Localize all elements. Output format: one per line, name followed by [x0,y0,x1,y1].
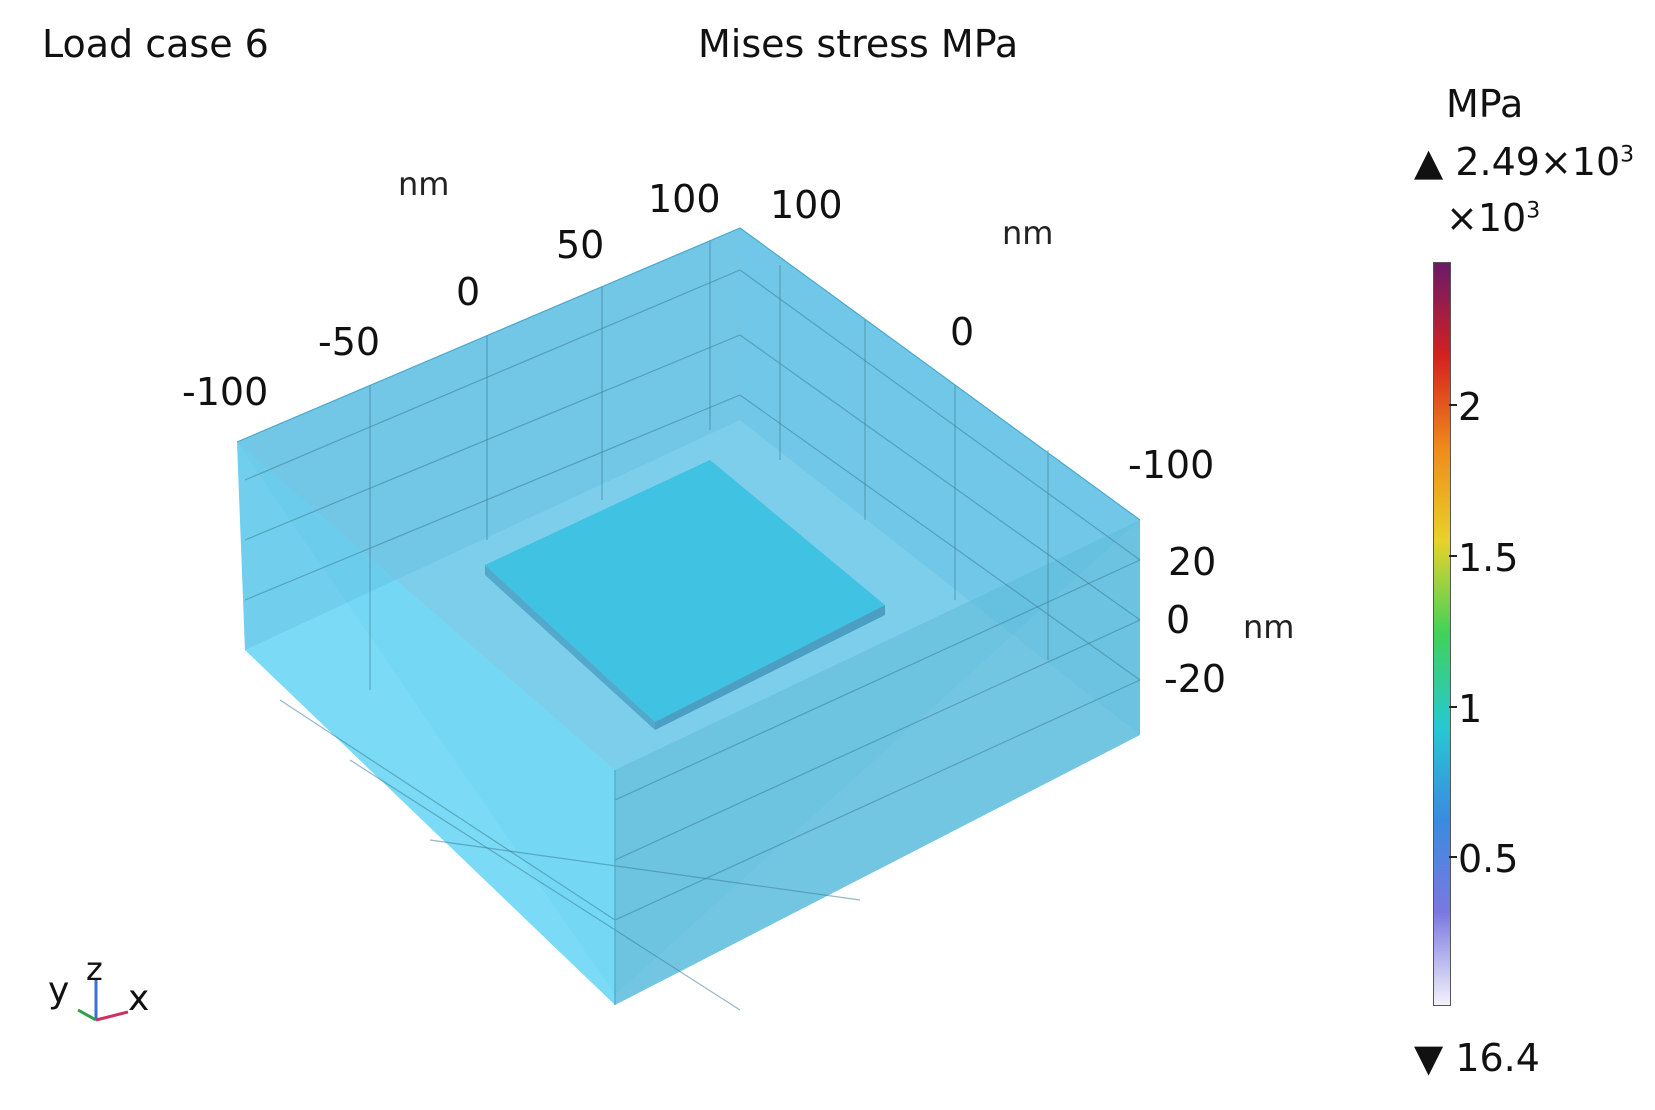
load-case-label: Load case 6 [42,22,269,66]
block-left-face [237,442,615,1005]
x-tick-label: 100 [648,177,721,221]
grid-lines [244,240,1141,1011]
z-tick-label: 20 [1168,540,1216,584]
y-tick-label: -100 [1128,443,1214,487]
colorbar-tick [1449,555,1457,557]
colorbar-tick-label: 0.5 [1458,837,1519,881]
colorbar-tick [1449,706,1457,708]
x-axis-unit: nm [398,165,449,203]
embedded-plate [485,460,885,722]
colorbar-tick [1449,856,1457,858]
triad-y-label: y [48,970,69,1011]
z-tick-label: -20 [1164,657,1226,701]
colorbar-max-value: ▲ 2.49×103 [1414,140,1635,184]
x-tick-label: 50 [556,223,604,267]
x-tick-label: -50 [318,320,380,364]
y-axis-unit: nm [1002,214,1053,252]
z-axis-unit: nm [1243,608,1294,646]
down-arrow-icon: ▼ [1414,1036,1444,1080]
colorbar-scale-factor: ×103 [1446,196,1541,240]
colorbar-tick-label: 1 [1458,687,1483,731]
triad-z-label: z [86,960,103,988]
plot-title: Mises stress MPa [698,22,1019,66]
z-tick-label: 0 [1166,598,1190,642]
embedded-plate-edge [485,565,655,730]
triad-icon: y z x [48,950,149,1022]
triad-x-label: x [128,978,149,1019]
colorbar-tick [1449,404,1457,406]
x-tick-label: -100 [182,370,268,414]
up-arrow-icon: ▲ [1414,140,1444,184]
embedded-plate-edge-right [655,605,885,730]
block-edges [236,227,1141,1005]
axis-triad: y z x [48,950,158,1039]
colorbar-tick-label: 1.5 [1458,536,1519,580]
y-tick-label: 0 [950,310,974,354]
colorbar-unit: MPa [1446,82,1524,126]
y-tick-label: 100 [770,183,843,227]
colorbar-min-value: ▼ 16.4 [1414,1036,1540,1080]
colorbar-tick-label: 2 [1458,385,1483,429]
x-tick-label: 0 [456,270,480,314]
colorbar [1433,262,1451,1006]
